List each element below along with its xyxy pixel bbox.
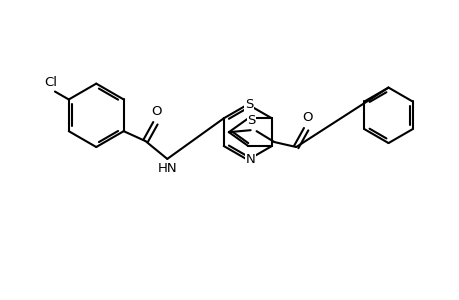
Text: Cl: Cl: [45, 76, 57, 88]
Text: HN: HN: [157, 162, 177, 175]
Text: O: O: [301, 111, 312, 124]
Text: O: O: [151, 105, 161, 118]
Text: S: S: [245, 98, 253, 111]
Text: S: S: [247, 114, 255, 127]
Text: N: N: [245, 153, 255, 166]
